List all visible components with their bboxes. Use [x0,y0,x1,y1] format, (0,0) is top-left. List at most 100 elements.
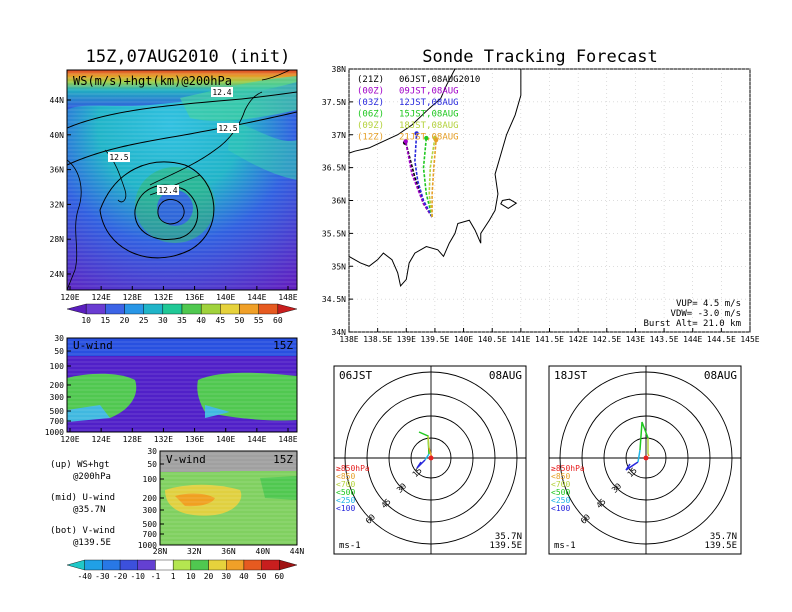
colorbar-swatch [190,559,209,571]
lon-tick-label: 138.5E [363,335,392,344]
lon-tick-label: 148E [278,293,297,302]
colorbar-swatch [172,559,192,571]
colorbar-tick-label: 60 [273,316,283,325]
u-wind-section [67,338,297,432]
lat-tick-label: 37N [332,131,347,140]
lon-tick-label: 140E [216,435,235,444]
colorbar-swatch [84,559,103,571]
polar-lon: 139.5E [489,541,522,551]
top-map-label: WS(m/s)+hgt(km)@200hPa [73,74,232,88]
colorbar-tick-label: 50 [235,316,245,325]
lon-tick-label: 139E [397,335,416,344]
lon-tick-label: 143.5E [650,335,679,344]
lon-tick-label: 138E [339,335,358,344]
colorbar-swatch [277,303,298,315]
v-panel-label: V-wind [166,453,206,466]
colorbar-swatch [220,303,240,315]
lon-tick-label: 143E [626,335,645,344]
level-legend-item: ≥850hPa [551,464,585,473]
pressure-tick-label: 1000 [45,428,64,437]
landing-point [403,139,408,144]
lon-tick-label: 136E [185,293,204,302]
colorbar-tick-label: 55 [254,316,264,325]
lon-tick-label: 144E [683,335,702,344]
lat-tick-label: 34.5N [322,295,346,304]
lat-tick-label: 37.5N [322,98,346,107]
legend-jst: 06JST,08AUG2010 [399,75,480,85]
level-legend-item: <500 [336,488,355,497]
top-map-frame [66,69,298,291]
pressure-tick-label: 300 [143,506,158,515]
lat-tick-label: 36.5N [322,164,346,173]
colorbar-tick-label: 40 [196,316,206,325]
colorbar-swatch [239,303,259,315]
lon-tick-label: 140E [216,293,235,302]
wind-component-colorbar: -40 -30 -20 -10 -1 1 10 20 30 40 50 60 [66,559,298,581]
level-legend-item: <250 [336,496,355,505]
colorbar-tick-label: -40 [77,572,92,581]
lon-tick-label: 136E [185,435,204,444]
contour-label-bg [157,185,179,195]
colorbar-swatch [226,559,245,571]
colorbar-tick-label: 10 [186,572,196,581]
contour-label-bg [108,152,130,162]
sonde-track-line [404,141,433,218]
colorbar-tick-label: 1 [171,572,176,581]
lat-tick-label: 24N [50,270,65,279]
pressure-tick-label: 700 [50,417,65,426]
colorbar-swatch [85,303,106,315]
colorbar-tick-label: 15 [101,316,111,325]
top-map-lon-ticks: 120E 124E 128E 132E 136E 140E 144E 148E [60,286,298,302]
contour-label: 12.4 [158,186,177,195]
lat-tick-label: 32N [50,200,65,209]
colorbar-tick-label: 20 [204,572,214,581]
lat-tick-label: 32N [187,547,202,556]
colorbar-tick-label: 30 [221,572,231,581]
hodograph-18jst: 18JST 08AUG15304560≥850hPa<850<700<500<25… [548,365,742,555]
legend-up: (up) WS+hgt [50,460,110,470]
pressure-tick-label: 1000 [138,541,157,550]
lon-tick-label: 120E [60,435,79,444]
izu-coastline [348,69,522,288]
colorbar-tick-label: 25 [139,316,149,325]
colorbar-swatch [105,303,125,315]
legend-jst: 12JST,08AUG [399,98,459,108]
colorbar-swatch [137,559,156,571]
lon-tick-label: 144E [247,293,266,302]
legend-utc: (21Z) [357,75,384,85]
landing-point [424,135,429,141]
v-panel-time: 15Z [273,453,293,466]
param-vup: VUP= 4.5 m/s [676,299,741,309]
launch-time-legend: (21Z) 06JST,08AUG2010 (00Z) 09JST,08AUG (03Z… [357,75,480,143]
colorbar-tick-label: 45 [216,316,226,325]
lon-tick-label: 142.5E [592,335,621,344]
track-map: 38N 37.5N 37N 36.5N 36N 35.5N 35N 34.5N 34N 138E… [322,65,760,344]
polar-date: 08AUG [489,369,522,382]
colorbar-tick-label: 20 [120,316,130,325]
hodograph-trace [416,459,426,469]
contour-labels: 12.4 12.5 12.5 12.4 [108,87,239,195]
colorbar-swatch [143,303,164,315]
honshu-coastline [348,68,456,154]
landing-point [433,137,439,143]
colorbar-tick-label: 35 [177,316,187,325]
pressure-tick-label: 500 [143,520,158,529]
lon-tick-label: 124E [92,293,111,302]
polar-lat: 35.7N [495,532,522,542]
level-legend-item: <700 [336,480,355,489]
sonde-tracks [402,131,439,218]
param-vdw: VDW= -3.0 m/s [671,309,741,319]
lon-tick-label: 128E [123,293,142,302]
contour-label-bg [217,123,239,133]
lon-tick-label: 142E [569,335,588,344]
legend-up-level: @200hPa [73,472,111,482]
colorbar-tick-label: 10 [81,316,91,325]
colorbar-swatch [243,559,262,571]
legend-jst: 09JST,08AUG [399,87,459,97]
contour-label: 12.5 [109,153,128,162]
lat-tick-label: 40N [50,131,65,140]
param-burst-alt: Burst Alt= 21.0 km [643,319,741,329]
legend-utc: (00Z) [357,87,384,97]
